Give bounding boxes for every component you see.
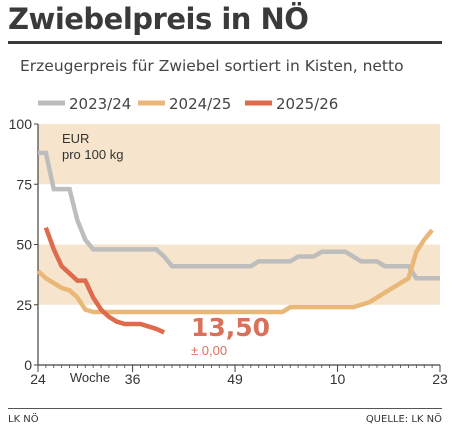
- chart-title: Zwiebelpreis in NÖ: [8, 2, 309, 36]
- background-bands: [38, 124, 440, 305]
- annotations: 13,50± 0,00: [191, 313, 270, 358]
- x-tick-label: 23: [432, 371, 448, 387]
- x-tick-label: 10: [330, 371, 346, 387]
- x-tick-label: 49: [227, 371, 243, 387]
- footer-source: QUELLE: LK NÖ: [365, 414, 442, 425]
- change-label: ± 0,00: [191, 343, 227, 358]
- series-line-2025-26: [43, 226, 166, 335]
- legend: 2023/24 2024/25 2025/26: [38, 95, 338, 113]
- y-tick-label: 0: [24, 357, 32, 373]
- x-tick-label: 24: [30, 371, 46, 387]
- series-lines: [36, 150, 440, 335]
- series-line-2023-24: [38, 150, 440, 281]
- grid-band: [38, 244, 440, 305]
- y-tick-label: 100: [9, 116, 33, 132]
- x-axis-label: Woche: [70, 370, 110, 385]
- y-tick-label: 50: [16, 237, 32, 253]
- last-value-label: 13,50: [191, 313, 270, 342]
- unit-label: EUR: [62, 131, 89, 146]
- grid-band: [38, 124, 440, 185]
- title-rule: [8, 41, 442, 44]
- footer-rule: [8, 408, 442, 409]
- footer-publisher: LK NÖ: [8, 414, 39, 425]
- chart-subtitle: Erzeugerpreis für Zwiebel sortiert in Ki…: [20, 57, 404, 75]
- y-tick-label: 25: [16, 297, 32, 313]
- legend-label: 2023/24: [69, 95, 131, 113]
- unit-label: pro 100 kg: [62, 147, 123, 162]
- y-tick-label: 75: [16, 176, 32, 192]
- legend-label: 2025/26: [276, 95, 338, 113]
- x-tick-label: 36: [125, 371, 141, 387]
- legend-label: 2024/25: [169, 95, 231, 113]
